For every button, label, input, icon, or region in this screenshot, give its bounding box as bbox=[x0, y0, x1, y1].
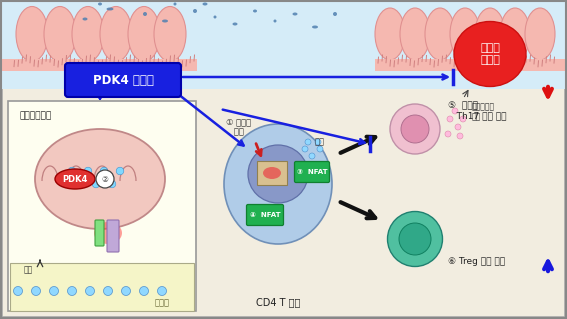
Ellipse shape bbox=[193, 9, 197, 13]
Ellipse shape bbox=[174, 3, 176, 5]
FancyBboxPatch shape bbox=[107, 220, 119, 252]
Ellipse shape bbox=[98, 3, 102, 5]
Text: CD4 T 세포: CD4 T 세포 bbox=[256, 297, 300, 307]
Ellipse shape bbox=[162, 19, 168, 23]
Ellipse shape bbox=[214, 16, 217, 19]
Ellipse shape bbox=[333, 12, 337, 16]
FancyBboxPatch shape bbox=[10, 263, 194, 311]
Ellipse shape bbox=[390, 104, 440, 154]
Text: ⑤  염증성
   Th17 세포 분화: ⑤ 염증성 Th17 세포 분화 bbox=[448, 101, 506, 120]
Ellipse shape bbox=[454, 21, 526, 86]
FancyBboxPatch shape bbox=[294, 161, 329, 182]
Ellipse shape bbox=[525, 8, 555, 60]
Bar bbox=[375, 59, 567, 71]
Ellipse shape bbox=[44, 6, 76, 62]
Ellipse shape bbox=[248, 145, 308, 203]
Circle shape bbox=[317, 146, 323, 152]
Text: ③  NFAT: ③ NFAT bbox=[297, 169, 327, 175]
Circle shape bbox=[158, 286, 167, 295]
Ellipse shape bbox=[387, 211, 442, 266]
Ellipse shape bbox=[462, 28, 519, 80]
Ellipse shape bbox=[143, 12, 147, 16]
Circle shape bbox=[67, 286, 77, 295]
Ellipse shape bbox=[263, 167, 281, 179]
Circle shape bbox=[309, 153, 315, 159]
FancyBboxPatch shape bbox=[65, 63, 181, 97]
Text: 염증성
장질환: 염증성 장질환 bbox=[480, 43, 500, 65]
Text: ②: ② bbox=[101, 174, 108, 183]
Ellipse shape bbox=[94, 222, 122, 244]
Text: 사이토카인
분비: 사이토카인 분비 bbox=[472, 102, 495, 122]
Circle shape bbox=[68, 167, 76, 175]
Ellipse shape bbox=[293, 12, 298, 16]
Ellipse shape bbox=[232, 23, 238, 26]
Circle shape bbox=[108, 180, 116, 188]
Text: 미토콘드리아: 미토콘드리아 bbox=[20, 111, 52, 120]
Ellipse shape bbox=[399, 223, 431, 255]
FancyBboxPatch shape bbox=[257, 161, 287, 185]
Ellipse shape bbox=[273, 19, 277, 23]
Circle shape bbox=[315, 139, 321, 145]
FancyBboxPatch shape bbox=[247, 204, 284, 226]
Text: PDK4 저해제: PDK4 저해제 bbox=[92, 73, 154, 86]
Circle shape bbox=[305, 139, 311, 145]
Circle shape bbox=[76, 180, 84, 188]
Text: 칼슘: 칼슘 bbox=[315, 137, 325, 146]
Circle shape bbox=[49, 286, 58, 295]
Circle shape bbox=[452, 108, 458, 114]
Circle shape bbox=[116, 167, 124, 175]
Ellipse shape bbox=[375, 8, 405, 60]
Ellipse shape bbox=[253, 10, 257, 12]
Ellipse shape bbox=[224, 124, 332, 244]
FancyBboxPatch shape bbox=[95, 220, 104, 246]
Circle shape bbox=[14, 286, 23, 295]
Ellipse shape bbox=[55, 169, 95, 189]
Ellipse shape bbox=[467, 33, 513, 75]
Circle shape bbox=[455, 124, 461, 130]
Circle shape bbox=[139, 286, 149, 295]
FancyBboxPatch shape bbox=[2, 2, 565, 89]
FancyBboxPatch shape bbox=[8, 101, 196, 311]
Ellipse shape bbox=[128, 6, 160, 62]
Circle shape bbox=[445, 131, 451, 137]
Ellipse shape bbox=[450, 8, 480, 60]
Circle shape bbox=[100, 167, 108, 175]
Circle shape bbox=[84, 167, 92, 175]
Circle shape bbox=[96, 170, 114, 188]
Ellipse shape bbox=[72, 6, 104, 62]
Ellipse shape bbox=[107, 8, 113, 11]
Ellipse shape bbox=[400, 8, 430, 60]
Circle shape bbox=[121, 286, 130, 295]
Ellipse shape bbox=[454, 21, 526, 86]
Text: 소포체: 소포체 bbox=[155, 298, 170, 307]
Ellipse shape bbox=[83, 18, 87, 20]
Ellipse shape bbox=[35, 129, 165, 229]
Ellipse shape bbox=[16, 6, 48, 62]
Ellipse shape bbox=[312, 26, 318, 28]
Circle shape bbox=[457, 133, 463, 139]
Circle shape bbox=[104, 286, 112, 295]
Circle shape bbox=[32, 286, 40, 295]
Ellipse shape bbox=[154, 6, 186, 62]
Text: 칼슘: 칼슘 bbox=[23, 265, 33, 274]
Circle shape bbox=[302, 146, 308, 152]
Ellipse shape bbox=[100, 6, 132, 62]
Circle shape bbox=[92, 180, 100, 188]
Circle shape bbox=[447, 116, 453, 122]
Bar bbox=[2, 59, 197, 71]
Circle shape bbox=[86, 286, 95, 295]
Text: PDK4: PDK4 bbox=[62, 174, 88, 183]
Ellipse shape bbox=[202, 3, 208, 5]
Ellipse shape bbox=[475, 8, 505, 60]
Ellipse shape bbox=[425, 8, 455, 60]
Circle shape bbox=[460, 116, 466, 122]
Ellipse shape bbox=[500, 8, 530, 60]
Text: ④  NFAT: ④ NFAT bbox=[249, 212, 280, 218]
Text: ① 염증성
   자극: ① 염증성 자극 bbox=[226, 117, 251, 137]
Ellipse shape bbox=[401, 115, 429, 143]
Text: ⑥ Treg 세포 분화: ⑥ Treg 세포 분화 bbox=[448, 257, 505, 266]
